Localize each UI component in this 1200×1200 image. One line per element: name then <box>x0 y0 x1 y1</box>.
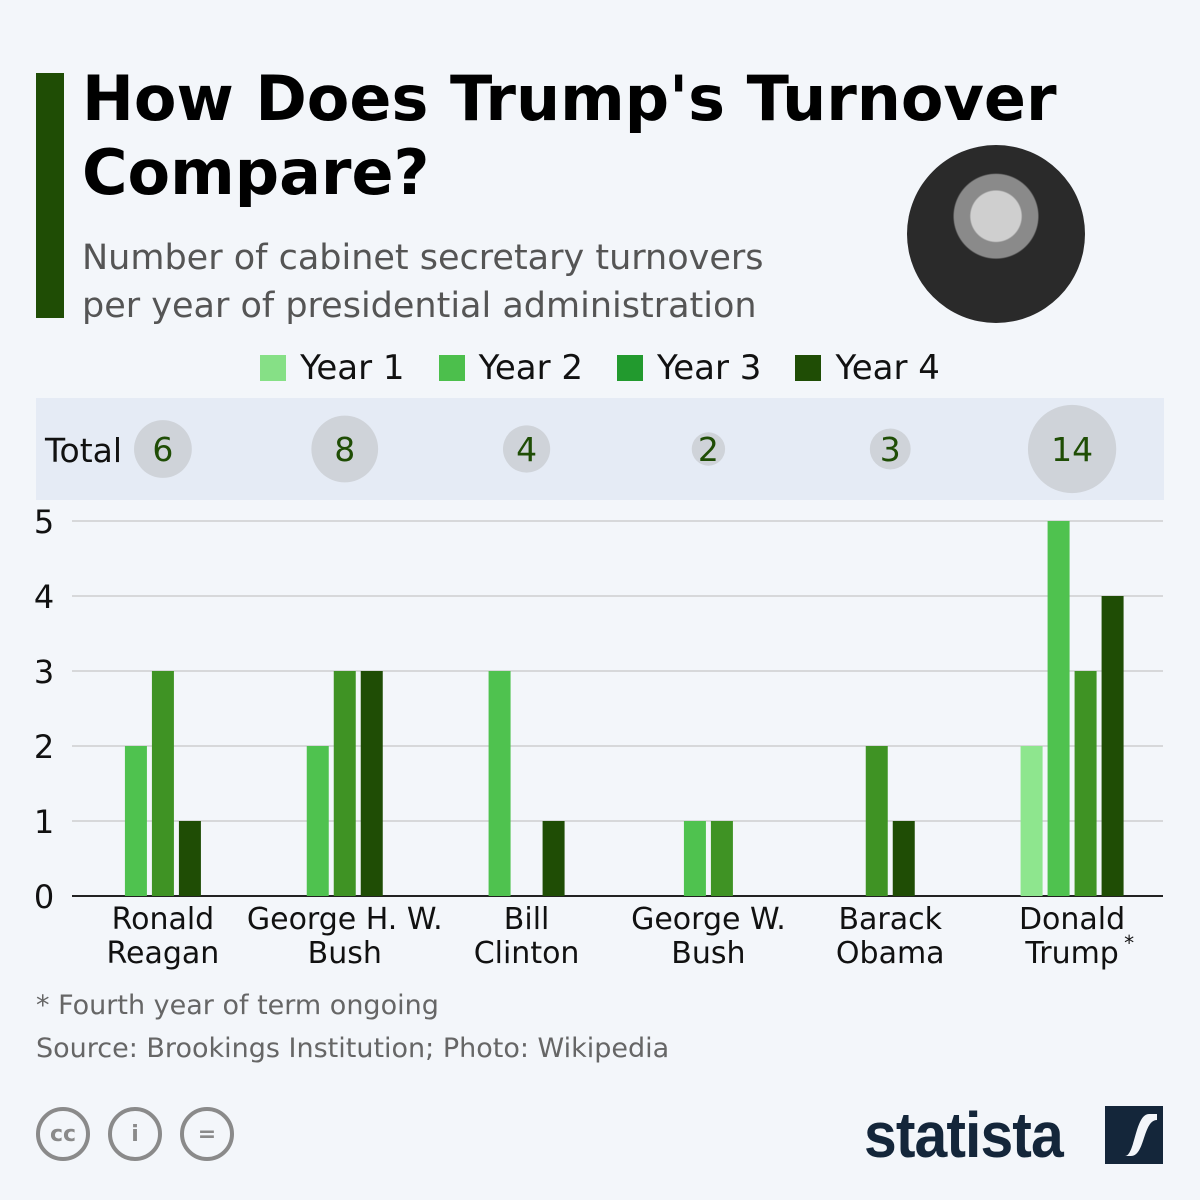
bar-year-1 <box>1020 746 1043 896</box>
statista-logo[interactable]: statista <box>864 1099 1064 1171</box>
x-tick-label: Ronald Reagan <box>107 902 220 971</box>
total-value: 6 <box>152 430 173 469</box>
bar-year-2 <box>1047 521 1070 896</box>
cc-icon: cc <box>36 1107 90 1161</box>
total-bubble <box>502 425 551 473</box>
total-bubble <box>869 428 911 470</box>
bar-year-3 <box>151 671 174 896</box>
total-value: 2 <box>698 430 719 469</box>
y-tick-label: 5 <box>34 503 54 541</box>
attribution-icon: i <box>108 1107 162 1161</box>
total-bubble <box>691 432 726 466</box>
legend-label: Year 4 <box>835 348 940 388</box>
total-value: 4 <box>516 430 537 469</box>
bar-year-2 <box>124 746 147 896</box>
legend-item-year-3: Year 3 <box>617 348 761 388</box>
legend-label: Year 3 <box>657 348 762 388</box>
page-title: How Does Trump's Turnover Compare? <box>82 62 1057 210</box>
x-tick-label: George H. W. Bush <box>247 902 443 971</box>
x-tick-label: George W. Bush <box>631 902 786 971</box>
bar-year-3 <box>333 671 356 896</box>
bar-year-4 <box>542 821 565 896</box>
bar-year-4 <box>892 821 915 896</box>
bar-year-3 <box>865 746 888 896</box>
subtitle-line-1: Number of cabinet secretary turnovers <box>82 238 764 278</box>
bar-year-4 <box>360 671 383 896</box>
bar-year-2 <box>683 821 706 896</box>
bar-year-3 <box>710 821 733 896</box>
title-line-1: How Does Trump's Turnover <box>82 62 1057 135</box>
total-value: 14 <box>1051 430 1093 469</box>
trump-photo <box>907 145 1085 323</box>
statista-logo-mark-icon <box>1105 1106 1163 1164</box>
bar-year-4 <box>178 821 201 896</box>
legend-swatch <box>795 355 822 381</box>
legend-label: Year 1 <box>300 348 405 388</box>
x-tick-label: Donald Trump <box>1019 902 1125 971</box>
subtitle-line-2: per year of presidential administration <box>82 286 757 326</box>
title-line-2: Compare? <box>82 136 430 209</box>
source: Source: Brookings Institution; Photo: Wi… <box>36 1033 670 1064</box>
y-tick-label: 2 <box>34 728 54 766</box>
subtitle: Number of cabinet secretary turnovers pe… <box>82 234 764 330</box>
y-tick-label: 1 <box>34 803 54 841</box>
legend-swatch <box>260 355 287 381</box>
legend-item-year-1: Year 1 <box>260 348 405 388</box>
legend-label: Year 2 <box>478 348 583 388</box>
footnote: * Fourth year of term ongoing <box>36 990 439 1021</box>
bar-chart: Total 6 8 4 2 3 14 0 1 2 3 4 5 Ronald Reagan George H. … <box>34 398 1164 971</box>
total-value: 8 <box>334 430 355 469</box>
total-bubble <box>134 420 192 478</box>
y-tick-label: 3 <box>34 653 54 691</box>
legend-item-year-4: Year 4 <box>795 348 940 388</box>
legend-swatch <box>438 355 465 381</box>
totals-band <box>36 398 1164 500</box>
bar-year-3 <box>1074 671 1097 896</box>
legend-item-year-2: Year 2 <box>438 348 583 388</box>
bar-year-2 <box>488 671 511 896</box>
y-tick-label: 4 <box>34 578 54 616</box>
legend-swatch <box>617 355 643 381</box>
title-accent-bar <box>36 73 64 318</box>
bar-year-2 <box>306 746 329 896</box>
x-tick-label: Bill Clinton <box>474 902 580 971</box>
total-bubble <box>311 415 379 483</box>
no-derivatives-icon: = <box>180 1107 234 1161</box>
asterisk-mark: * <box>1124 931 1134 955</box>
total-bubble <box>1027 404 1117 494</box>
total-value: 3 <box>880 430 901 469</box>
y-tick-label: 0 <box>34 878 54 916</box>
totals-label: Total <box>44 431 122 470</box>
legend: Year 1 Year 2 Year 3 Year 4 <box>0 348 1200 388</box>
x-tick-label: Barack Obama <box>836 902 945 971</box>
bar-year-4 <box>1101 596 1124 896</box>
